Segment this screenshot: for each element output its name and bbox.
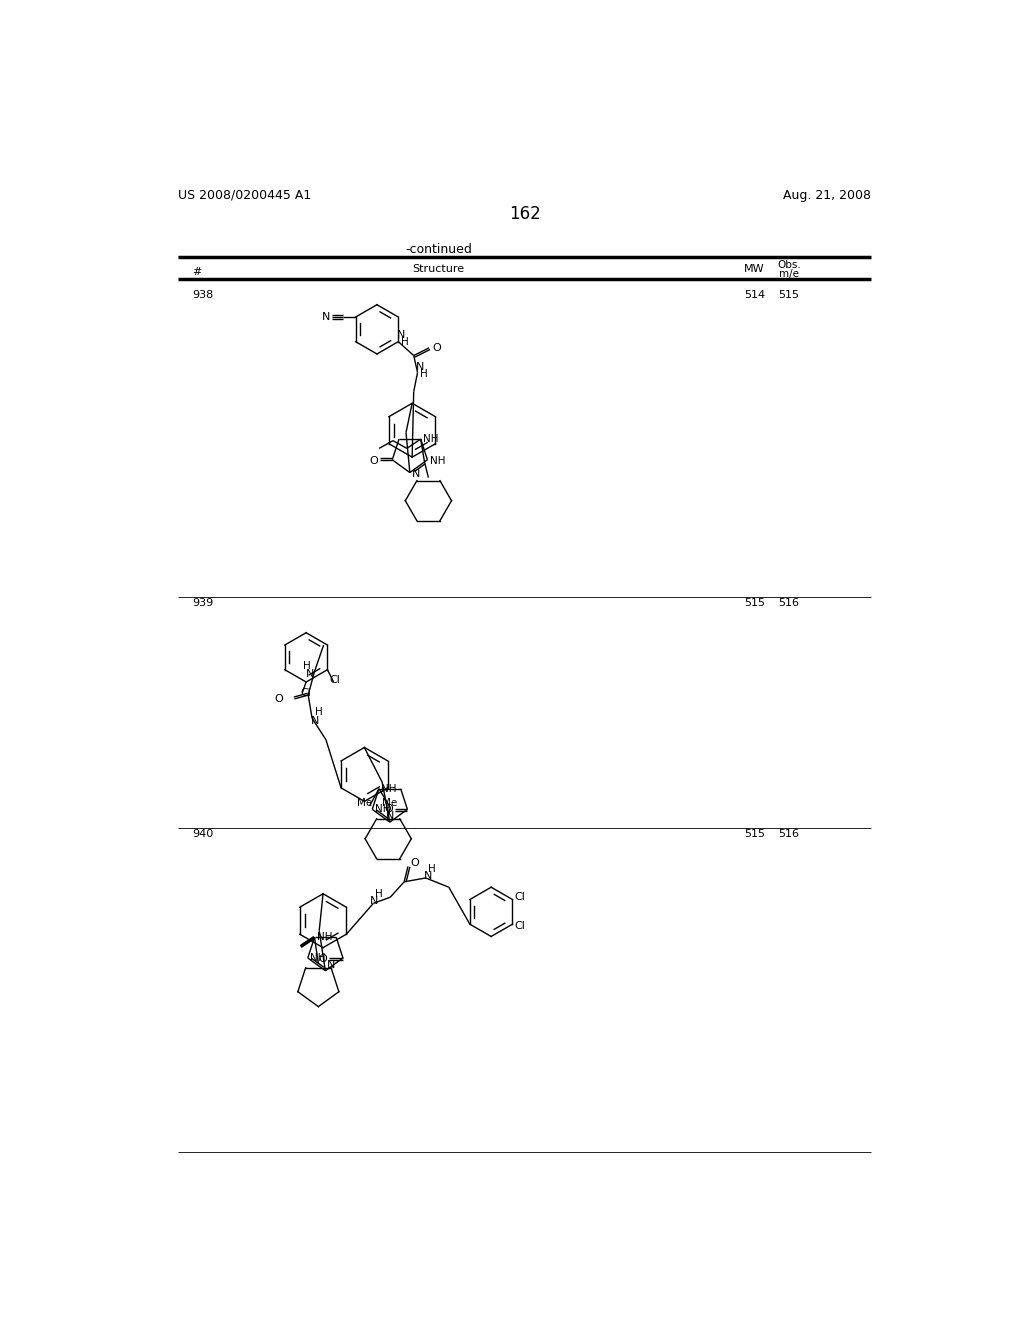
Text: NH: NH [381,784,396,793]
Text: 940: 940 [193,829,213,840]
Text: Aug. 21, 2008: Aug. 21, 2008 [783,189,871,202]
Text: N: N [424,871,432,882]
Text: Cl: Cl [300,688,311,698]
Text: -continued: -continued [406,243,472,256]
Text: H: H [400,337,409,347]
Text: O: O [318,954,328,964]
Text: 515: 515 [743,598,765,607]
Text: N: N [370,896,378,906]
Text: NH: NH [310,953,326,964]
Text: 516: 516 [778,829,800,840]
Text: #: # [193,268,202,277]
Text: US 2008/0200445 A1: US 2008/0200445 A1 [178,189,311,202]
Text: H: H [420,370,428,379]
Text: Me: Me [357,797,373,808]
Text: N: N [412,469,420,479]
Text: Obs.: Obs. [777,260,801,269]
Text: H: H [303,661,310,671]
Text: H: H [375,890,383,899]
Text: Me: Me [382,797,397,808]
Text: O: O [411,858,419,867]
Text: 162: 162 [509,205,541,223]
Text: H: H [315,708,323,717]
Text: NH: NH [375,804,390,814]
Text: 514: 514 [743,290,765,301]
Text: H: H [428,863,436,874]
Text: N: N [327,960,335,970]
Text: NH: NH [316,932,333,942]
Text: Cl: Cl [515,921,525,932]
Text: O: O [370,457,379,466]
Text: 516: 516 [778,598,800,607]
Text: N: N [310,715,318,726]
Text: N: N [322,312,330,322]
Text: m/e: m/e [779,269,799,279]
Text: MW: MW [744,264,765,273]
Text: 515: 515 [778,290,800,301]
Text: Structure: Structure [413,264,465,273]
Text: 939: 939 [193,598,213,607]
Text: 515: 515 [743,829,765,840]
Text: N: N [386,810,394,821]
Text: N: N [416,362,424,372]
Text: O: O [432,343,441,352]
Text: 938: 938 [193,290,213,301]
Text: Cl: Cl [515,892,525,902]
Text: NH: NH [423,434,438,444]
Text: O: O [274,694,283,704]
Text: Cl: Cl [330,676,341,685]
Text: N: N [396,330,406,341]
Text: N: N [306,668,314,678]
Text: NH: NH [430,457,445,466]
Text: O: O [385,804,393,814]
